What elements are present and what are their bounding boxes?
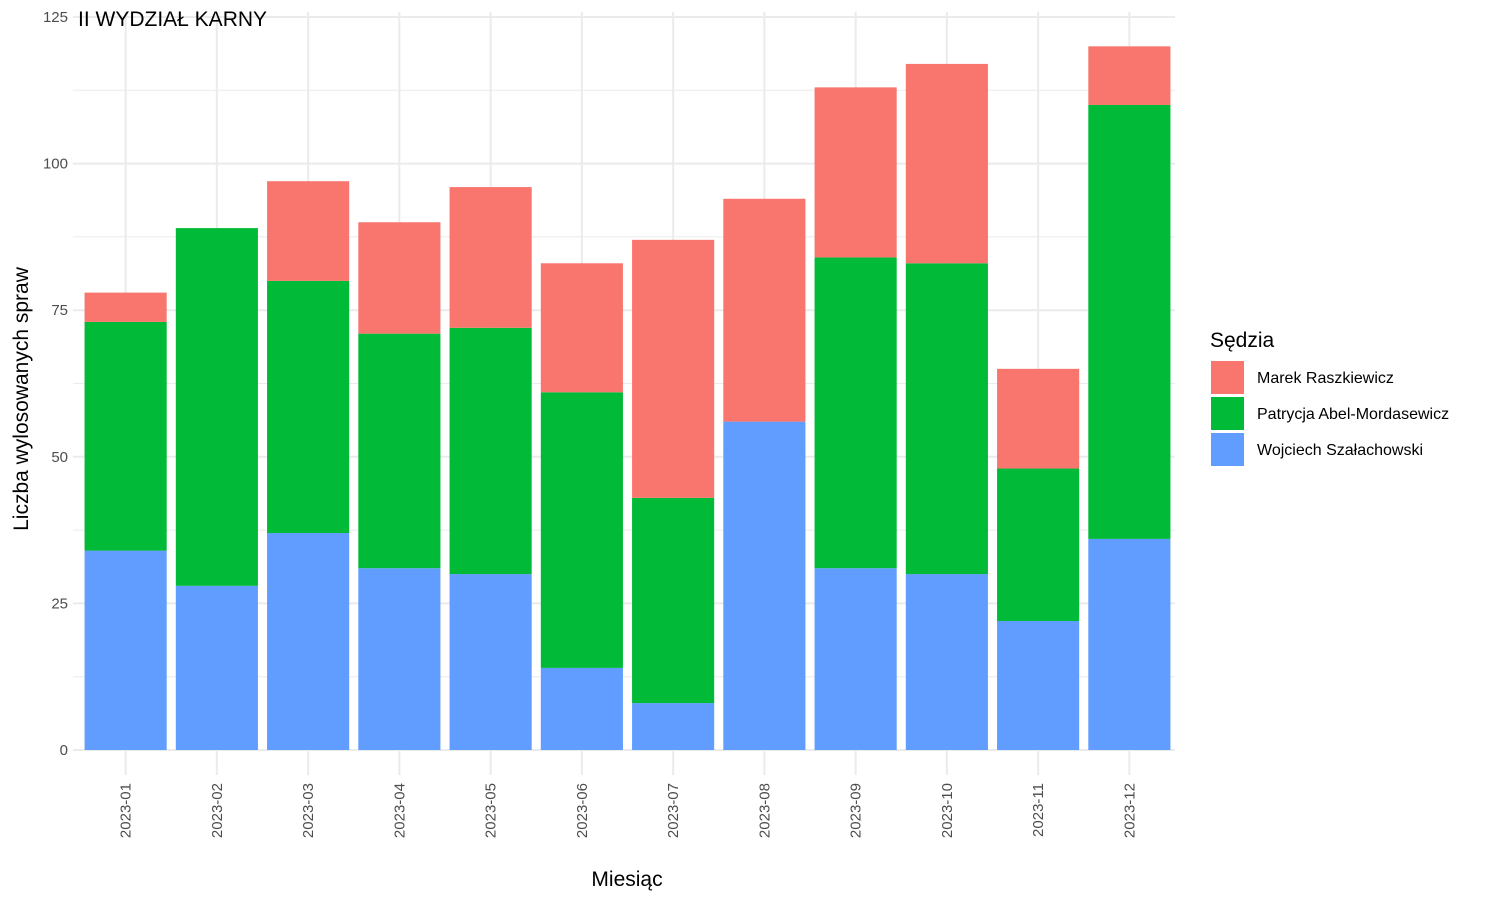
bar-marek-raszkiewicz-2023-10: [905, 63, 988, 264]
x-axis-title: Miesiąc: [591, 868, 662, 891]
x-axis-ticks: 2023-01 2023-02 2023-03 2023-04 2023-05 2023-…: [118, 783, 1139, 838]
legend-label: Patrycja Abel-Mordasewicz: [1257, 406, 1449, 423]
bar-marek-raszkiewicz-2023-11: [997, 368, 1080, 469]
x-tick-label: 2023-11: [1030, 783, 1047, 837]
bar-wojciech-sza-achowski-2023-12: [1088, 538, 1171, 750]
bar-wojciech-sza-achowski-2023-10: [905, 574, 988, 750]
y-tick-label: 25: [51, 595, 68, 612]
x-tick-label: 2023-04: [391, 783, 408, 838]
bar-patrycja-abel-mordasewicz-2023-12: [1088, 104, 1171, 539]
legend-swatch: [1211, 433, 1244, 466]
legend-label: Marek Raszkiewicz: [1257, 370, 1394, 387]
bar-wojciech-sza-achowski-2023-07: [632, 703, 715, 750]
legend-swatch: [1211, 397, 1244, 430]
y-tick-label: 0: [60, 742, 68, 759]
y-axis-ticks: 0 25 50 75 100 125: [43, 9, 68, 759]
bar-wojciech-sza-achowski-2023-05: [449, 574, 532, 750]
bar-wojciech-sza-achowski-2023-08: [723, 421, 806, 750]
bars: [84, 46, 1171, 750]
bar-patrycja-abel-mordasewicz-2023-10: [905, 263, 988, 575]
bar-patrycja-abel-mordasewicz-2023-05: [449, 327, 532, 575]
y-tick-label: 75: [51, 302, 68, 319]
bar-marek-raszkiewicz-2023-05: [449, 187, 532, 328]
x-tick-label: 2023-06: [574, 783, 591, 838]
x-tick-label: 2023-10: [939, 783, 956, 838]
bar-marek-raszkiewicz-2023-03: [267, 181, 350, 281]
x-tick-label: 2023-07: [665, 783, 682, 838]
bar-marek-raszkiewicz-2023-01: [84, 292, 167, 322]
bar-wojciech-sza-achowski-2023-03: [267, 533, 350, 750]
legend-items: Marek Raszkiewicz Patrycja Abel-Mordasewi…: [1211, 361, 1449, 466]
x-tick-label: 2023-09: [848, 783, 865, 838]
bar-wojciech-sza-achowski-2023-06: [540, 667, 623, 750]
bar-marek-raszkiewicz-2023-09: [814, 87, 897, 258]
bar-patrycja-abel-mordasewicz-2023-01: [84, 321, 167, 551]
legend-swatch: [1211, 361, 1244, 394]
x-tick-label: 2023-08: [756, 783, 773, 838]
bar-marek-raszkiewicz-2023-07: [632, 239, 715, 498]
bar-patrycja-abel-mordasewicz-2023-11: [997, 468, 1080, 621]
bar-patrycja-abel-mordasewicz-2023-04: [358, 333, 441, 569]
legend-title: Sędzia: [1210, 329, 1275, 352]
y-tick-label: 50: [51, 449, 68, 466]
x-tick-label: 2023-01: [118, 783, 135, 838]
x-tick-label: 2023-12: [1121, 783, 1138, 838]
legend: Sędzia Marek Raszkiewicz Patrycja Abel-Mo…: [1210, 329, 1449, 466]
x-tick-label: 2023-03: [300, 783, 317, 838]
y-tick-label: 100: [43, 156, 68, 173]
bar-patrycja-abel-mordasewicz-2023-02: [175, 228, 258, 586]
legend-label: Wojciech Szałachowski: [1257, 442, 1423, 459]
bar-marek-raszkiewicz-2023-08: [723, 198, 806, 422]
bar-wojciech-sza-achowski-2023-04: [358, 568, 441, 750]
bar-patrycja-abel-mordasewicz-2023-06: [540, 392, 623, 668]
y-axis-title: Liczba wylosowanych spraw: [10, 266, 33, 531]
chart-title: II WYDZIAŁ KARNY: [78, 8, 267, 31]
bar-marek-raszkiewicz-2023-06: [540, 263, 623, 393]
bar-marek-raszkiewicz-2023-04: [358, 222, 441, 334]
y-tick-label: 125: [43, 9, 68, 26]
bar-marek-raszkiewicz-2023-12: [1088, 46, 1171, 105]
x-tick-label: 2023-02: [209, 783, 226, 838]
bar-wojciech-sza-achowski-2023-11: [997, 620, 1080, 750]
bar-wojciech-sza-achowski-2023-01: [84, 550, 167, 750]
bar-patrycja-abel-mordasewicz-2023-09: [814, 257, 897, 569]
bar-wojciech-sza-achowski-2023-02: [175, 585, 258, 750]
x-tick-label: 2023-05: [483, 783, 500, 838]
bar-patrycja-abel-mordasewicz-2023-07: [632, 497, 715, 704]
bar-wojciech-sza-achowski-2023-09: [814, 568, 897, 750]
bar-patrycja-abel-mordasewicz-2023-03: [267, 280, 350, 534]
